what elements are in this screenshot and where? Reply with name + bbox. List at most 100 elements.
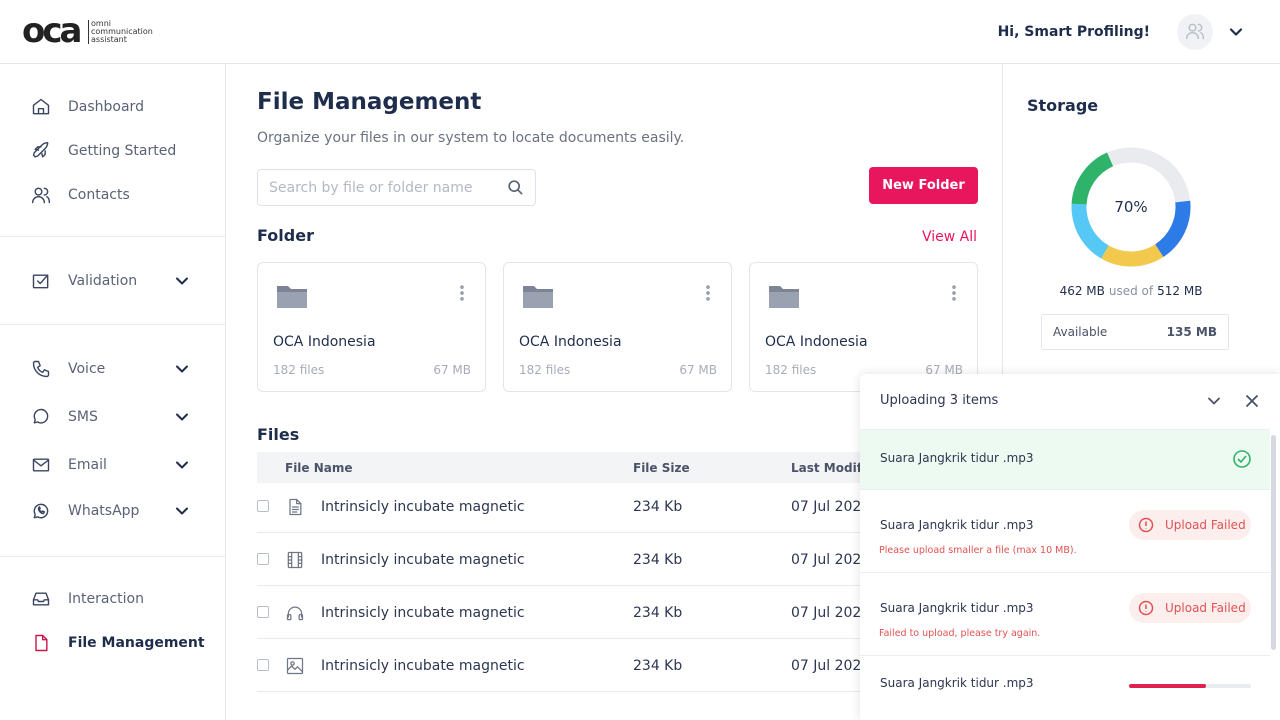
- upload-file-name: Suara Jangkrik tidur .mp3: [880, 518, 1034, 532]
- nav-item[interactable]: Email: [68, 457, 107, 473]
- icon[interactable]: [1204, 391, 1224, 411]
- icon-part: [32, 592, 50, 606]
- storage-usage-part: used of: [1108, 284, 1154, 298]
- icon: [172, 359, 192, 379]
- icon: [31, 455, 51, 475]
- nav-item[interactable]: Contacts: [68, 187, 130, 203]
- available-box: [1041, 314, 1229, 350]
- table-header: [257, 452, 978, 483]
- checkbox[interactable]: [257, 659, 269, 671]
- nav-item[interactable]: File Management: [68, 635, 205, 651]
- icon-part: [32, 141, 49, 158]
- folder-card[interactable]: [503, 262, 732, 392]
- icon-part: [31, 195, 46, 204]
- icon-part: [287, 606, 303, 618]
- search-box[interactable]: [257, 169, 536, 206]
- row-divider: [257, 638, 978, 639]
- icon-part: [32, 458, 50, 472]
- icon-part: [289, 498, 302, 516]
- row-divider: [257, 585, 978, 586]
- new-folder-button[interactable]: New Folder: [869, 167, 978, 204]
- icon-part: [34, 146, 46, 158]
- icon-part: [523, 292, 553, 308]
- checkbox[interactable]: [257, 553, 269, 565]
- icon: [285, 656, 305, 676]
- icon: [505, 177, 525, 197]
- folder-files: 182 files: [273, 363, 325, 377]
- icon: [452, 283, 472, 303]
- icon-part: [32, 459, 50, 467]
- icon: [285, 603, 305, 623]
- icon-part: [32, 592, 50, 606]
- icon-part: [706, 297, 710, 301]
- icon-part: [37, 506, 46, 515]
- sidebar-divider: [0, 324, 225, 325]
- nav-item[interactable]: Interaction: [68, 591, 144, 607]
- logo-tagline: communication: [91, 27, 153, 36]
- upload-title: Uploading 3 items: [880, 393, 999, 408]
- icon[interactable]: [1242, 391, 1262, 411]
- donut-segment: [1071, 147, 1191, 267]
- icon: [172, 455, 192, 475]
- logo-tagline: omni: [91, 19, 111, 28]
- icon-part: [176, 413, 188, 421]
- column-header: File Size: [633, 461, 690, 475]
- icon[interactable]: [1226, 22, 1246, 42]
- upload-file-name: Suara Jangkrik tidur .mp3: [880, 451, 1034, 465]
- nav-item[interactable]: Validation: [68, 273, 138, 289]
- file-size: 234 Kb: [633, 552, 683, 568]
- nav-item[interactable]: Voice: [68, 361, 106, 377]
- column-header: Last Modifie: [791, 461, 874, 475]
- icon-part: [176, 507, 188, 515]
- sidebar: [0, 64, 226, 720]
- icon-part: [460, 291, 464, 295]
- file-name[interactable]: Intrinsicly incubate magnetic: [321, 552, 525, 568]
- upload-item: [860, 429, 1270, 489]
- folder-files: 182 files: [765, 363, 817, 377]
- folder-size: 67 MB: [925, 363, 963, 377]
- row-divider: [257, 532, 978, 533]
- icon-part: [33, 408, 49, 424]
- icon-part: [43, 187, 51, 204]
- nav-item[interactable]: Dashboard: [68, 99, 144, 115]
- icon-part: [1185, 23, 1205, 40]
- folder-icon: [277, 284, 307, 308]
- icon-part: [1208, 397, 1220, 405]
- nav-item[interactable]: SMS: [68, 409, 98, 425]
- view-all-link[interactable]: View All: [921, 229, 977, 245]
- checkbox[interactable]: [257, 500, 269, 512]
- icon-part: [508, 180, 520, 192]
- sidebar-divider: [0, 236, 225, 237]
- icon-part: [286, 614, 292, 621]
- icon: [285, 550, 305, 570]
- icon-part: [286, 606, 304, 621]
- icon-part: [706, 285, 710, 289]
- nav-item[interactable]: WhatsApp: [68, 503, 140, 519]
- icon-part: [37, 107, 45, 115]
- icon: [172, 501, 192, 521]
- file-name[interactable]: Intrinsicly incubate magnetic: [321, 658, 525, 674]
- file-name[interactable]: Intrinsicly incubate magnetic: [321, 605, 525, 621]
- icon: [31, 407, 51, 427]
- icon-part: [176, 507, 188, 515]
- icon-part: [1071, 147, 1191, 267]
- icon-part: [286, 657, 304, 675]
- header: [0, 0, 1280, 64]
- folder-card[interactable]: [257, 262, 486, 392]
- icon-part: [952, 285, 956, 301]
- icon-part: [176, 277, 188, 285]
- icon-part: [176, 413, 188, 421]
- nav-item[interactable]: Getting Started: [68, 143, 177, 159]
- icon-part: [1138, 600, 1154, 616]
- column-header: File Name: [285, 461, 353, 475]
- icon: [31, 97, 51, 117]
- available-value: 135 MB: [1166, 325, 1217, 339]
- icon-part: [176, 365, 188, 373]
- checkbox[interactable]: [257, 606, 269, 618]
- failed-badge: [1129, 510, 1251, 540]
- scrollbar: [1271, 435, 1276, 650]
- file-name[interactable]: Intrinsicly incubate magnetic: [321, 499, 525, 515]
- icon-part: [286, 665, 304, 673]
- file-size: 234 Kb: [633, 499, 683, 515]
